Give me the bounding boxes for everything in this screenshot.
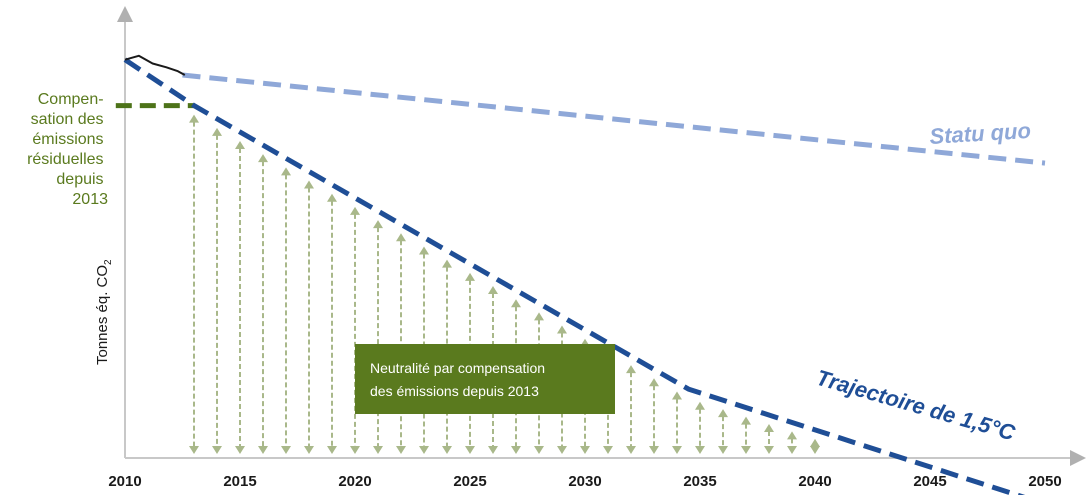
arrow-head-down (350, 446, 360, 454)
arrow-head-up (764, 424, 774, 433)
compensation-arrow (810, 438, 820, 454)
x-tick-label: 2040 (798, 473, 831, 490)
compensation-arrow (212, 127, 222, 454)
arrow-head-down (649, 446, 659, 454)
x-tick-label: 2045 (913, 473, 946, 490)
arrow-head-down (718, 446, 728, 454)
arrow-head-up (488, 286, 498, 295)
arrow-head-up (350, 206, 360, 215)
x-tick-labels: 2010 2015 2020 2025 2030 2035 2040 2045 2050 (108, 473, 1061, 490)
arrow-head-down (626, 446, 636, 454)
compensation-arrow (741, 416, 751, 454)
arrow-head-down (373, 446, 383, 454)
arrow-head-down (511, 446, 521, 454)
x-tick-label: 2030 (568, 473, 601, 490)
neutrality-box: Neutralité par compensation des émission… (355, 344, 615, 414)
compensation-arrow (373, 220, 383, 454)
compensation-arrow (304, 180, 314, 454)
arrow-head-up (281, 167, 291, 176)
arrow-head-down (764, 446, 774, 454)
x-tick-label: 2050 (1028, 473, 1061, 490)
compensation-arrow (327, 193, 337, 454)
compensation-arrow (350, 206, 360, 454)
arrow-head-up (373, 220, 383, 229)
compensation-arrow (258, 154, 268, 454)
axes (117, 6, 1086, 466)
x-tick-label: 2010 (108, 473, 141, 490)
arrow-head-down (304, 446, 314, 454)
arrow-head-down (419, 446, 429, 454)
arrow-head-up (189, 114, 199, 123)
series-lines (115, 54, 1046, 495)
y-axis-label: Tonnes éq. CO2 (94, 259, 114, 365)
compensation-arrow (511, 299, 521, 454)
compensation-note: Compen- sation des émissions résiduelles… (27, 91, 108, 208)
arrow-head-down (672, 446, 682, 454)
compensation-arrow (189, 114, 199, 454)
arrow-head-up (557, 325, 567, 334)
arrow-head-up (649, 378, 659, 387)
arrow-head-up (258, 154, 268, 163)
arrow-head-down (327, 446, 337, 454)
arrow-head-up (672, 391, 682, 400)
arrow-head-down (442, 446, 452, 454)
compensation-arrow (534, 312, 544, 454)
arrow-head-down (212, 446, 222, 454)
arrow-head-up (235, 141, 245, 150)
compensation-arrow (649, 378, 659, 454)
arrow-head-up (787, 431, 797, 440)
arrow-head-down (396, 446, 406, 454)
arrow-head-up (511, 299, 521, 308)
arrow-head-up (718, 409, 728, 418)
arrow-head-up (396, 233, 406, 242)
arrow-head-down (603, 446, 613, 454)
compensation-arrow (281, 167, 291, 454)
compensation-arrow (672, 391, 682, 454)
arrow-head-up (212, 127, 222, 136)
arrow-head-up (465, 272, 475, 281)
arrow-head-up (810, 438, 820, 447)
legend-trajectoire: Trajectoire de 1,5°C (814, 365, 1019, 446)
arrow-head-up (534, 312, 544, 321)
arrow-head-down (258, 446, 268, 454)
compensation-arrow (695, 401, 705, 454)
arrow-head-up (419, 246, 429, 255)
neutrality-box-line-1: Neutralité par compensation (370, 360, 545, 376)
compensation-arrow (787, 431, 797, 454)
compensation-arrow (764, 424, 774, 454)
x-tick-label: 2020 (338, 473, 371, 490)
x-tick-label: 2025 (453, 473, 486, 490)
arrow-head-up (626, 365, 636, 374)
neutrality-box-background (355, 344, 615, 414)
x-tick-label: 2015 (223, 473, 256, 490)
arrow-head-down (695, 446, 705, 454)
arrow-head-up (695, 401, 705, 410)
historical-emissions-line (124, 54, 186, 76)
arrow-head-down (465, 446, 475, 454)
arrow-head-down (534, 446, 544, 454)
arrow-head-up (304, 180, 314, 189)
compensation-arrow (396, 233, 406, 454)
arrow-head-down (281, 446, 291, 454)
arrow-head-down (189, 446, 199, 454)
arrow-head-up (327, 193, 337, 202)
arrow-head-up (741, 416, 751, 425)
arrow-head-down (810, 446, 820, 454)
compensation-arrow (718, 409, 728, 454)
statu-quo-line (182, 72, 1046, 166)
arrow-head-down (787, 446, 797, 454)
neutrality-box-line-2: des émissions depuis 2013 (370, 383, 539, 399)
arrow-head-down (580, 446, 590, 454)
arrow-head-down (741, 446, 751, 454)
arrow-head-down (488, 446, 498, 454)
x-tick-label: 2035 (683, 473, 716, 490)
arrow-head-down (557, 446, 567, 454)
trajectoire-line (123, 57, 1026, 495)
compensation-arrow (235, 141, 245, 454)
arrow-head-up (442, 259, 452, 268)
compensation-arrow (626, 365, 636, 454)
legend-statu-quo: Statu quo (929, 118, 1032, 149)
arrow-head-down (235, 446, 245, 454)
